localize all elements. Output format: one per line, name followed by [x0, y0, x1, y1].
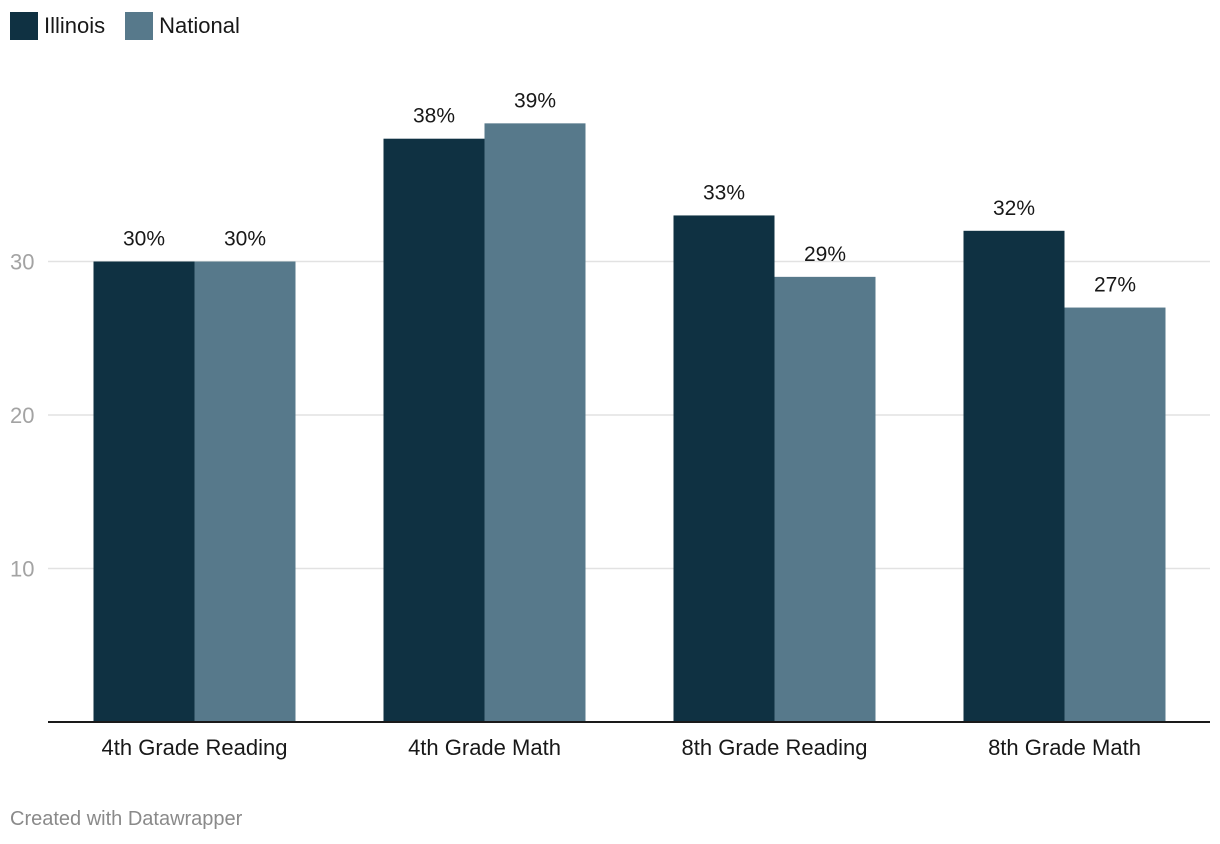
bar-national-4th-grade-reading: [194, 261, 296, 722]
value-label-illinois-4th-grade-math: 38%: [413, 105, 455, 128]
value-label-illinois-8th-grade-math: 32%: [993, 197, 1035, 220]
legend-swatch-illinois: [10, 12, 38, 40]
x-tick-label-8th-grade-reading: 8th Grade Reading: [682, 735, 868, 760]
value-label-national-8th-grade-math: 27%: [1094, 274, 1136, 297]
y-tick-label-30: 30: [10, 250, 34, 275]
x-tick-label-8th-grade-math: 8th Grade Math: [988, 735, 1141, 760]
y-tick-label-20: 20: [10, 403, 34, 428]
legend: Illinois National: [10, 12, 240, 40]
bar-national-8th-grade-reading: [774, 276, 876, 722]
bar-illinois-4th-grade-reading: [93, 261, 195, 722]
bar-chart: 10 20 30 30% 30% 4th Grade Reading 38% 39% 4th G…: [10, 89, 1210, 760]
value-label-illinois-8th-grade-reading: 33%: [703, 181, 745, 204]
value-label-national-4th-grade-math: 39%: [514, 89, 556, 112]
legend-item-national: National: [125, 12, 240, 40]
legend-item-illinois: Illinois: [10, 12, 105, 40]
y-tick-label-10: 10: [10, 557, 34, 582]
value-label-national-8th-grade-reading: 29%: [804, 243, 846, 266]
bar-national-8th-grade-math: [1064, 307, 1166, 722]
bar-national-4th-grade-math: [484, 123, 586, 723]
bar-illinois-8th-grade-reading: [673, 215, 775, 722]
x-tick-label-4th-grade-math: 4th Grade Math: [408, 735, 561, 760]
bar-illinois-4th-grade-math: [383, 138, 485, 722]
credit-footer: Created with Datawrapper: [10, 808, 243, 830]
value-label-national-4th-grade-reading: 30%: [224, 228, 266, 251]
legend-label-illinois: Illinois: [44, 13, 106, 38]
x-tick-label-4th-grade-reading: 4th Grade Reading: [102, 735, 288, 760]
legend-label-national: National: [159, 13, 240, 38]
value-label-illinois-4th-grade-reading: 30%: [123, 228, 165, 251]
legend-swatch-national: [125, 12, 154, 40]
bar-illinois-8th-grade-math: [963, 230, 1065, 723]
